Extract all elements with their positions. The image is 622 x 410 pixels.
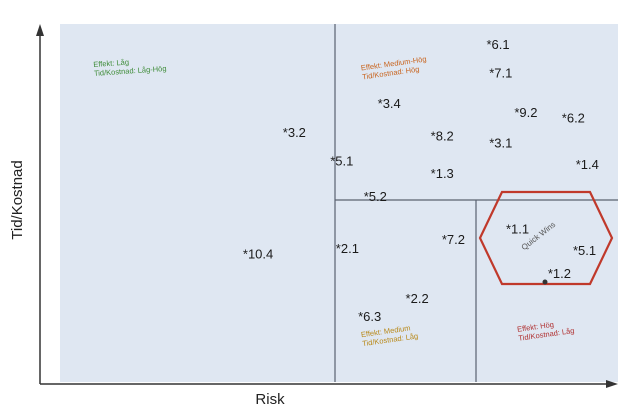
data-point-7: *3.1 <box>489 136 512 151</box>
data-point-13: *7.2 <box>442 232 465 247</box>
plot-background <box>60 24 618 382</box>
data-point-5: *3.2 <box>283 125 306 140</box>
data-point-0: *6.1 <box>486 37 509 52</box>
data-point-3: *9.2 <box>514 105 537 120</box>
data-point-15: *2.1 <box>336 241 359 256</box>
data-point-18: *2.2 <box>406 291 429 306</box>
data-point-4: *6.2 <box>562 110 585 125</box>
data-points: *6.1 *7.1 *3.4 *9.2 *6.2 *3.2 *8.2 *3.1 *5.1 *1.3… <box>243 37 599 324</box>
data-point-19: *6.3 <box>358 309 381 324</box>
y-axis-arrow <box>36 24 44 36</box>
data-point-11: *5.2 <box>364 189 387 204</box>
data-point-14: *5.1 <box>573 243 596 258</box>
x-axis-arrow <box>606 380 618 388</box>
data-point-1: *7.1 <box>489 66 512 81</box>
data-point-10: *1.4 <box>576 157 599 172</box>
zone-label-line: Effekt: Låg <box>93 57 129 68</box>
data-point-17: *1.2 <box>548 266 571 281</box>
data-point-2: *3.4 <box>378 96 401 111</box>
data-point-12: *1.1 <box>506 221 529 236</box>
data-point-16: *10.4 <box>243 246 273 261</box>
data-point-9: *1.3 <box>431 166 454 181</box>
data-point-6: *8.2 <box>431 128 454 143</box>
hexagon-anchor-dot <box>542 279 548 285</box>
data-point-8: *5.1 <box>330 153 353 168</box>
x-axis-title: Risk <box>255 391 285 408</box>
quick-wins-hexagon <box>478 190 614 286</box>
y-axis-title: Tid/Kostnad <box>9 160 26 240</box>
